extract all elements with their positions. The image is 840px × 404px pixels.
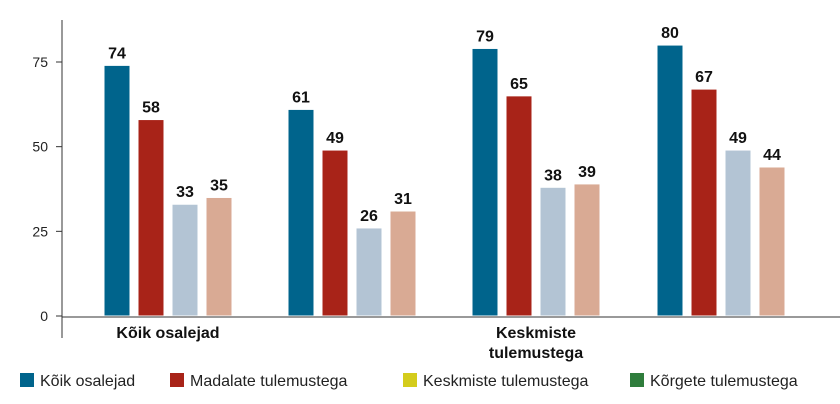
legend-swatch (170, 373, 184, 387)
y-tick-label: 75 (32, 54, 48, 70)
chart-legend: Kõik osalejad Madalate tulemustega Keskmis… (20, 373, 798, 390)
data-label: 65 (510, 76, 528, 93)
data-label: 61 (292, 89, 310, 106)
bar (321, 149, 349, 317)
bar (103, 64, 131, 317)
category-label: tulemustega (489, 345, 583, 362)
bar (573, 183, 601, 317)
y-tick-label: 0 (40, 308, 48, 324)
data-label: 39 (578, 164, 596, 181)
bar (539, 186, 567, 317)
bar (758, 166, 786, 317)
bar (389, 210, 417, 317)
legend-label: Kõik osalejad (40, 373, 135, 390)
bar (287, 108, 315, 317)
bar (505, 95, 533, 317)
bar (355, 227, 383, 317)
bar (471, 47, 499, 317)
bar (724, 149, 752, 317)
data-label: 79 (476, 28, 494, 45)
legend-swatch (403, 373, 417, 387)
legend-swatch (630, 373, 644, 387)
bar (656, 44, 684, 317)
chart-data-labels: 74 61 79 80 58 49 65 67 33 26 38 49 35 31 39 44 (108, 25, 781, 225)
data-label: 31 (394, 191, 412, 208)
y-tick-label: 50 (32, 139, 48, 155)
data-label: 44 (763, 147, 781, 164)
data-label: 67 (695, 69, 713, 86)
category-label: Kõik osalejad (116, 325, 219, 342)
data-label: 74 (108, 45, 126, 62)
chart-axes: 0 25 50 75 (32, 20, 840, 338)
bar (171, 203, 199, 317)
data-label: 58 (142, 100, 160, 117)
legend-label: Keskmiste tulemustega (423, 373, 589, 390)
legend-swatch (20, 373, 34, 387)
data-label: 26 (360, 208, 378, 225)
data-label: 80 (661, 25, 679, 42)
data-label: 49 (729, 130, 747, 147)
y-tick-label: 25 (32, 223, 48, 239)
data-label: 35 (210, 177, 228, 194)
category-label: Keskmiste (496, 325, 576, 342)
data-label: 49 (326, 130, 344, 147)
legend-label: Madalate tulemustega (190, 373, 348, 390)
chart-category-labels: Kõik osalejad Keskmiste tulemustega (116, 325, 583, 362)
bar (205, 196, 233, 317)
bar (690, 88, 718, 317)
data-label: 33 (176, 184, 194, 201)
data-label: 38 (544, 167, 562, 184)
bar (137, 119, 165, 317)
legend-label: Kõrgete tulemustega (650, 373, 798, 390)
chart-bars (103, 44, 786, 317)
